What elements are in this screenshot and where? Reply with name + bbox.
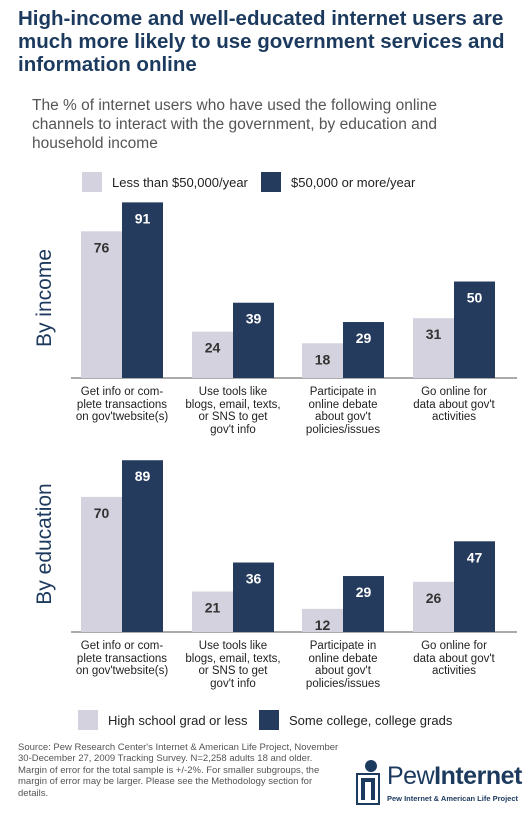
legend-swatch-income-high	[261, 172, 281, 192]
bar	[413, 581, 454, 632]
pew-logo-icon	[356, 760, 380, 805]
legend-item-edu-low: High school grad or less	[78, 710, 247, 730]
category-label: Get info or com-plete transactions on gov…	[63, 640, 181, 678]
panel-axis-label: By income	[33, 249, 56, 347]
bar	[343, 576, 384, 632]
legend-item-edu-high: Some college, college grads	[259, 710, 452, 730]
category-label-line: Participate in	[309, 640, 377, 652]
bar-value-label: 76	[94, 239, 110, 255]
category-label-line: policies/issues	[305, 677, 381, 690]
panel-axis-label: By education	[33, 483, 56, 604]
bar-value-label: 50	[467, 290, 483, 306]
chart-title: High-income and well-educated internet u…	[18, 7, 505, 76]
bar	[192, 591, 233, 632]
category-label-line: about gov't	[315, 665, 371, 677]
category-label: Get info or com-plete transactions on gov…	[63, 386, 181, 424]
logo-word2: Internet	[434, 762, 522, 790]
category-label: Participate in online debate about gov't po…	[284, 640, 402, 690]
category-label-line: Get info or com-	[80, 386, 164, 398]
legend-swatch-edu-high	[259, 710, 279, 730]
legend-item-income-high: $50,000 or more/year	[261, 172, 415, 192]
legend-item-income-low: Less than $50,000/year	[82, 172, 248, 192]
bar-value-label: 39	[246, 311, 262, 327]
bar	[233, 302, 274, 378]
legend-label-edu-high: Some college, college grads	[289, 712, 453, 728]
bar-value-label: 70	[94, 505, 110, 521]
source-note: Source: Pew Research Center's Internet &…	[18, 742, 339, 799]
bar-value-label: 29	[356, 330, 372, 346]
category-label-line: data about gov't	[413, 652, 495, 665]
bar-value-label: 47	[467, 549, 483, 565]
bar	[454, 281, 495, 378]
logo-word1: Pew	[387, 762, 435, 790]
category-label-line: activities	[431, 665, 477, 677]
bar	[454, 541, 495, 632]
chart-subtitle: The % of internet users who have used th…	[32, 97, 437, 152]
category-label-line: on gov'twebsite(s)	[75, 665, 169, 677]
bar	[81, 496, 122, 632]
category-label-line: blogs, email, texts,	[185, 398, 281, 411]
category-label-line: plete transactions	[76, 398, 168, 411]
category-label-line: Go online for	[421, 386, 487, 398]
category-label-line: Participate in	[309, 386, 377, 398]
legend-swatch-income-low	[82, 172, 102, 192]
bar	[233, 562, 274, 632]
category-label-line: online debate	[308, 398, 378, 411]
bar-value-label: 21	[205, 599, 221, 615]
category-label-line: blogs, email, texts,	[185, 652, 281, 665]
legend-label-income-high: $50,000 or more/year	[291, 174, 416, 190]
bar-value-label: 36	[246, 571, 262, 587]
category-label-line: on gov'twebsite(s)	[75, 411, 169, 423]
category-label-line: or SNS to get	[198, 411, 268, 423]
category-label-line: gov't info	[210, 423, 256, 436]
bar-value-label: 24	[205, 340, 221, 356]
pew-internet-logo: PewInternet Pew Internet & American Life…	[355, 758, 522, 810]
category-label-line: policies/issues	[305, 423, 381, 436]
bar-value-label: 89	[135, 468, 151, 484]
category-label-line: Get info or com-	[80, 640, 164, 652]
bar	[122, 460, 163, 632]
bar-value-label: 18	[315, 351, 331, 367]
category-label-line: Use tools like	[198, 640, 268, 652]
category-label: Go online for data about gov't activities	[395, 640, 513, 678]
bar-value-label: 26	[426, 590, 442, 606]
bar-value-label: 29	[356, 584, 372, 600]
bar-value-label: 31	[426, 326, 442, 342]
legend-label-edu-low: High school grad or less	[108, 712, 248, 728]
bar	[343, 322, 384, 378]
bar	[122, 202, 163, 378]
category-label-line: activities	[431, 411, 477, 423]
bar	[302, 343, 343, 378]
category-label-line: data about gov't	[413, 398, 495, 411]
category-label-line: Go online for	[421, 640, 487, 652]
bar	[413, 318, 454, 378]
bar	[192, 331, 233, 378]
category-label: Use tools like blogs, email, texts, or SNS…	[174, 640, 292, 690]
category-label: Participate in online debate about gov't po…	[284, 386, 402, 436]
category-label: Go online for data about gov't activities	[395, 386, 513, 424]
bar-value-label: 91	[135, 210, 151, 226]
legend-label-income-low: Less than $50,000/year	[112, 174, 248, 190]
category-label-line: Use tools like	[198, 386, 268, 398]
category-label: Use tools like blogs, email, texts, or SNS…	[174, 386, 292, 436]
bar	[302, 608, 343, 632]
bar	[81, 231, 122, 378]
legend-swatch-edu-low	[78, 710, 98, 730]
category-label-line: online debate	[308, 652, 378, 665]
category-label-line: gov't info	[210, 677, 256, 690]
category-label-line: plete transactions	[76, 652, 168, 665]
logo-wordmark: PewInternet	[387, 762, 522, 791]
logo-tagline: Pew Internet & American Life Project	[387, 794, 519, 803]
category-label-line: or SNS to get	[198, 665, 268, 677]
bar-value-label: 12	[315, 617, 331, 633]
category-label-line: about gov't	[315, 411, 371, 423]
